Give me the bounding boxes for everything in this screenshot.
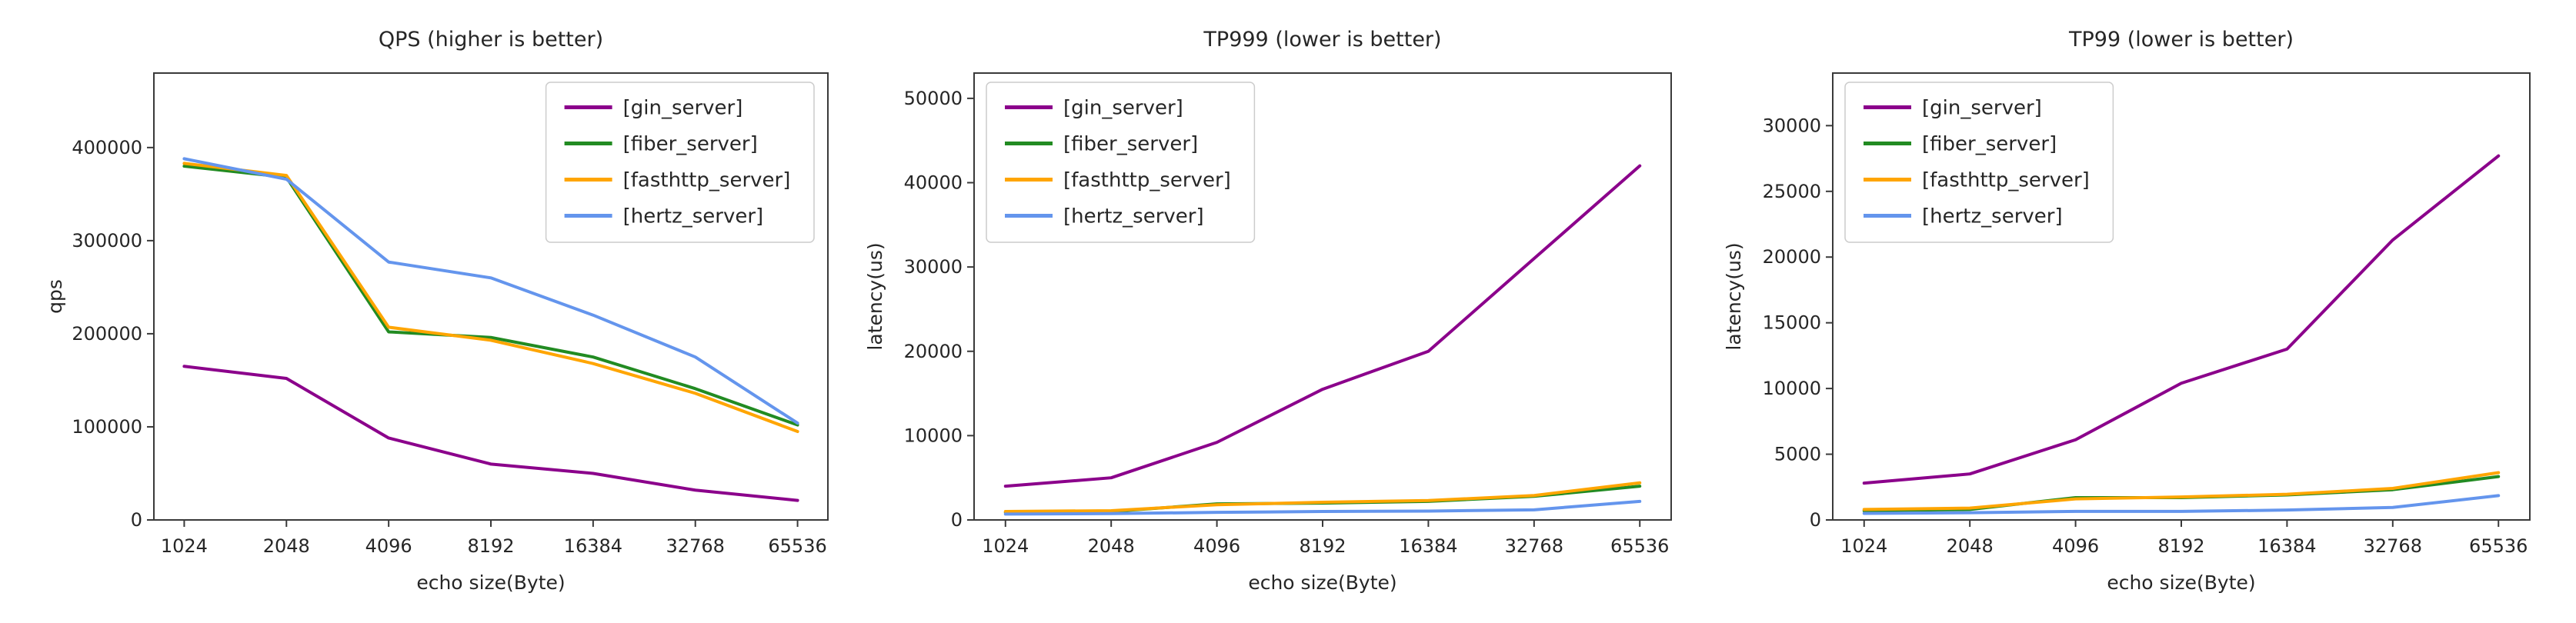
y-tick-label: 5000: [1774, 444, 1821, 465]
tp999-chart-svg: TP999 (lower is better) 0 10000 20000 30000 4…: [864, 28, 1672, 594]
chart-title: QPS (higher is better): [379, 28, 603, 52]
y-tick-label: 200000: [72, 323, 142, 345]
y-tick-label: 0: [951, 509, 963, 531]
legend-box: [1844, 82, 2114, 243]
x-axis-ticks: 1024 2048 4096 8192 16384 32768 65536: [982, 520, 1669, 557]
legend-label: [gin_server]: [1922, 97, 2042, 120]
y-tick-label: 25000: [1763, 181, 1821, 202]
x-tick-label: 4096: [1193, 535, 1240, 557]
y-axis-ticks: 0 5000 10000 15000 20000 25000 30000: [1763, 115, 1833, 531]
x-axis-label: echo size(Byte): [416, 571, 565, 594]
legend-label: [gin_server]: [623, 97, 743, 120]
x-tick-label: 2048: [1947, 535, 1994, 557]
y-tick-label: 15000: [1763, 312, 1821, 334]
legend-box: [986, 82, 1256, 243]
x-tick-label: 65536: [1610, 535, 1669, 557]
y-axis-label: latency(us): [1723, 242, 1745, 350]
x-axis-label: echo size(Byte): [2107, 571, 2255, 594]
chart-title: TP999 (lower is better): [1203, 28, 1441, 52]
legend-label: [fiber_server]: [1922, 133, 2057, 156]
y-axis-ticks: 0 100000 200000 300000 400000: [72, 137, 154, 531]
x-tick-label: 32768: [666, 535, 725, 557]
x-tick-label: 16384: [2257, 535, 2316, 557]
y-tick-label: 30000: [1763, 115, 1821, 136]
x-axis-label: echo size(Byte): [1248, 571, 1396, 594]
y-tick-label: 20000: [1763, 246, 1821, 268]
series-line-hertz_server: [1862, 494, 2501, 515]
y-tick-label: 0: [1810, 509, 1821, 531]
legend-label: [hertz_server]: [623, 205, 764, 228]
x-tick-label: 1024: [1840, 535, 1887, 557]
x-tick-label: 32768: [2364, 535, 2422, 557]
y-tick-label: 40000: [904, 172, 963, 194]
legend-label: [fiber_server]: [623, 133, 758, 156]
x-tick-label: 4096: [2052, 535, 2099, 557]
legend-label: [fiber_server]: [1063, 133, 1198, 156]
x-tick-label: 16384: [1399, 535, 1457, 557]
x-tick-label: 2048: [1088, 535, 1135, 557]
x-axis-ticks: 1024 2048 4096 8192 16384 32768 65536: [161, 520, 827, 557]
legend-label: [fasthttp_server]: [623, 169, 791, 192]
series-lines: [1862, 154, 2501, 515]
x-tick-label: 8192: [2157, 535, 2204, 557]
series-line-hertz_server: [182, 157, 799, 425]
series-line-gin_server: [182, 365, 799, 502]
legend: [gin_server] [fiber_server] [fasthttp_serv…: [1844, 82, 2114, 243]
legend-box: [545, 82, 815, 243]
qps-chart: QPS (higher is better) 0 100000 200000 30000…: [0, 0, 859, 623]
legend: [gin_server] [fiber_server] [fasthttp_serv…: [545, 82, 815, 243]
series-line-gin_server: [1862, 154, 2501, 485]
y-tick-label: 20000: [904, 341, 963, 362]
y-axis-label: latency(us): [864, 242, 886, 350]
tp999-chart: TP999 (lower is better) 0 10000 20000 30000 4…: [859, 0, 1717, 623]
x-axis-ticks: 1024 2048 4096 8192 16384 32768 65536: [1840, 520, 2528, 557]
series-line-gin_server: [1003, 164, 1642, 488]
series-lines: [1003, 164, 1642, 516]
qps-chart-svg: QPS (higher is better) 0 100000 200000 30000…: [44, 28, 829, 594]
y-tick-label: 50000: [904, 88, 963, 109]
y-axis-label: qps: [44, 279, 66, 314]
y-tick-label: 30000: [904, 256, 963, 278]
x-tick-label: 1024: [982, 535, 1029, 557]
series-line-hertz_server: [1003, 499, 1642, 516]
y-tick-label: 400000: [72, 137, 142, 158]
y-tick-label: 10000: [904, 425, 963, 446]
y-tick-label: 300000: [72, 230, 142, 252]
legend-label: [hertz_server]: [1922, 205, 2063, 228]
x-tick-label: 65536: [2469, 535, 2528, 557]
series-lines: [182, 157, 799, 502]
y-tick-label: 100000: [72, 416, 142, 438]
legend-label: [fasthttp_server]: [1922, 169, 2090, 192]
chart-title: TP99 (lower is better): [2068, 28, 2294, 52]
x-tick-label: 32768: [1505, 535, 1563, 557]
x-tick-label: 1024: [161, 535, 208, 557]
x-tick-label: 65536: [768, 535, 826, 557]
series-line-fasthttp_server: [182, 162, 799, 434]
tp99-chart-svg: TP99 (lower is better) 0 5000 10000 15000 200…: [1723, 28, 2531, 594]
legend-label: [hertz_server]: [1063, 205, 1204, 228]
x-tick-label: 8192: [467, 535, 514, 557]
x-tick-label: 2048: [263, 535, 310, 557]
tp99-chart: TP99 (lower is better) 0 5000 10000 15000 200…: [1717, 0, 2576, 623]
legend-label: [fasthttp_server]: [1063, 169, 1231, 192]
x-tick-label: 4096: [365, 535, 412, 557]
x-tick-label: 16384: [564, 535, 622, 557]
legend: [gin_server] [fiber_server] [fasthttp_serv…: [986, 82, 1256, 243]
x-tick-label: 8192: [1299, 535, 1346, 557]
series-line-fasthttp_server: [1862, 471, 2501, 511]
y-axis-ticks: 0 10000 20000 30000 40000 50000: [904, 88, 974, 531]
legend-label: [gin_server]: [1063, 97, 1183, 120]
series-line-fasthttp_server: [1003, 481, 1642, 514]
y-tick-label: 0: [131, 509, 142, 531]
y-tick-label: 10000: [1763, 378, 1821, 399]
